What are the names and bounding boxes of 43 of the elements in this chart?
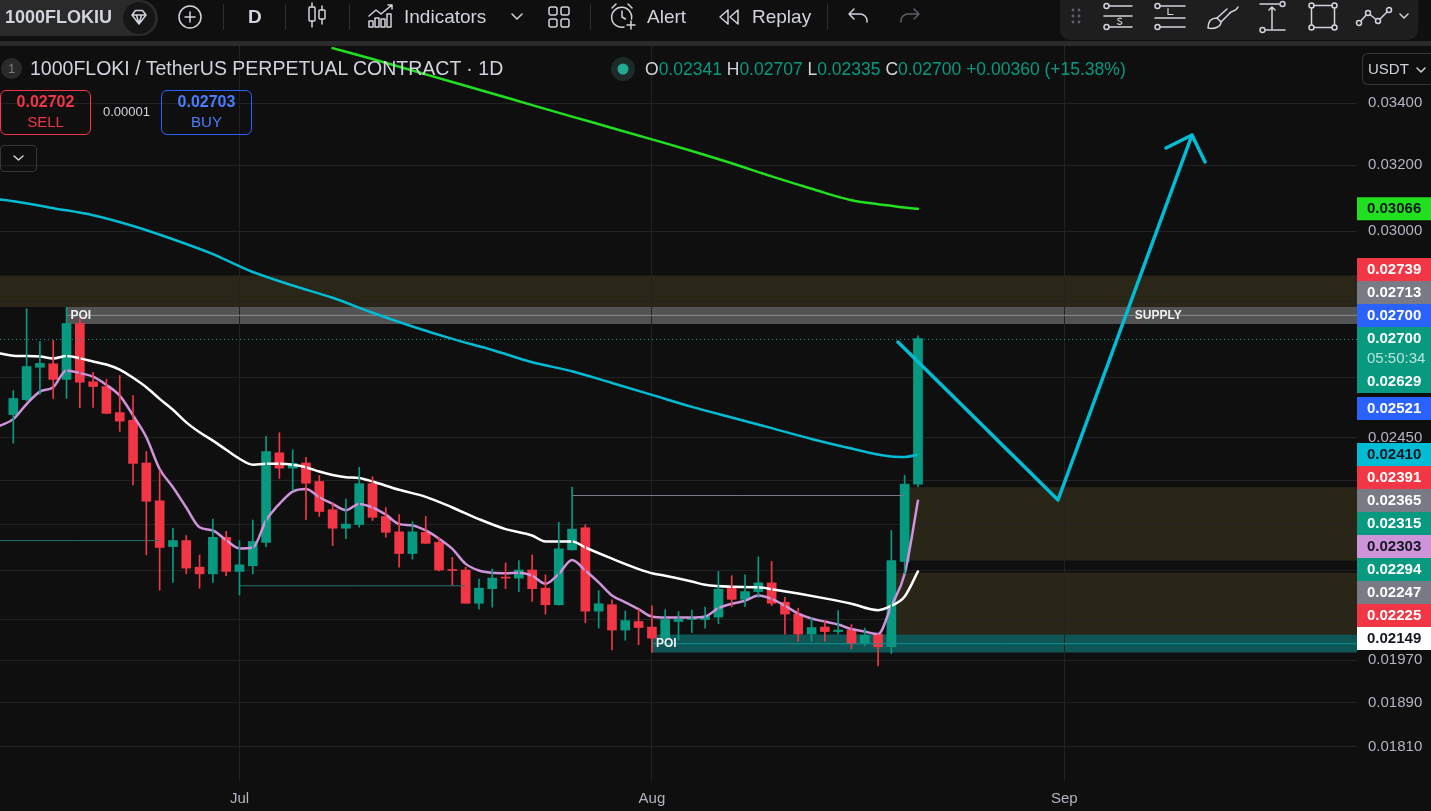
x-tick-label: Sep: [1050, 789, 1078, 807]
text: Replay: [752, 5, 812, 29]
y-tick-label: 0.01970: [1368, 650, 1423, 668]
annotation: POI: [70, 307, 92, 322]
text: 0.02739: [1367, 259, 1422, 277]
annotation: 0.00001: [103, 104, 150, 120]
text: 0.02294: [1367, 559, 1422, 577]
text: 0.02521: [1367, 398, 1422, 416]
annotation: 0.02702: [15, 92, 76, 112]
annotation: 0.02703: [176, 92, 237, 112]
annotation: POI: [655, 636, 677, 651]
annotation: SUPPLY: [1134, 307, 1182, 322]
text: 0.02391: [1367, 467, 1422, 485]
annotation: BUY: [190, 113, 223, 131]
y-tick-label: 0.02450: [1368, 427, 1423, 445]
text: 0.02713: [1367, 282, 1422, 300]
text: USDT: [1368, 60, 1409, 78]
text: 0.02225: [1367, 605, 1422, 623]
text: 0.02247: [1367, 582, 1422, 600]
text: 0.03066: [1367, 198, 1422, 216]
text: D: [248, 5, 262, 29]
x-tick-label: Jul: [229, 789, 250, 807]
text: Alert: [647, 5, 687, 29]
y-tick-label: 0.03400: [1368, 93, 1423, 111]
text: 0.02410: [1367, 444, 1422, 462]
text: 0.02303: [1367, 536, 1422, 554]
text: 0.02315: [1367, 513, 1422, 531]
text: 0.02365: [1367, 490, 1422, 508]
y-tick-label: 0.01810: [1368, 736, 1423, 754]
y-tick-label: 0.01890: [1368, 692, 1423, 710]
y-tick-label: 0.03200: [1368, 155, 1423, 173]
text: Indicators: [404, 5, 487, 29]
text: 0.02149: [1367, 628, 1422, 646]
line-series: [0, 198, 920, 459]
text: 0.02629: [1367, 371, 1422, 389]
text: 0.02700: [1367, 305, 1422, 323]
y-tick-label: 0.03000: [1368, 221, 1423, 239]
candlestick: [88, 372, 98, 408]
x-tick-label: Aug: [638, 789, 666, 807]
ref-line-label: 0.02700 05:50:34: [1367, 328, 1426, 366]
text: O0.02341 H0.02707 L0.02335 C0.02700 +0.00360 (+15.38%): [645, 58, 1126, 79]
text: 1000FLOKIU: [5, 7, 113, 29]
annotation: SELL: [26, 113, 65, 131]
